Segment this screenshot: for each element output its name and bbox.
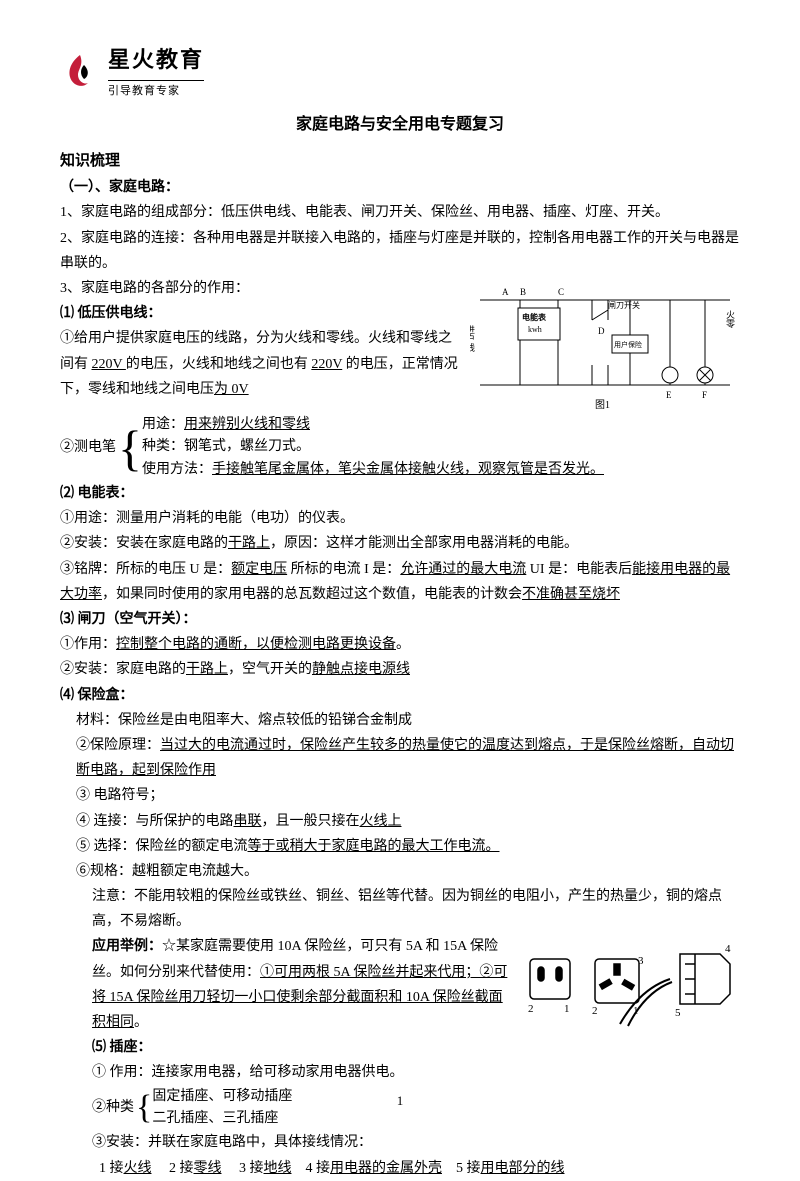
- e2: ②保险原理：当过大的电流通过时，保险丝产生较多的热量使它的温度达到熔点，于是保险…: [60, 733, 740, 783]
- brace-icon-2: {: [136, 1086, 152, 1131]
- f2-label: ②种类: [92, 1086, 136, 1131]
- b2-label: ②测电笔: [60, 414, 118, 481]
- lbl-B: B: [520, 287, 526, 297]
- flame-logo-icon: [60, 51, 100, 91]
- b1v3: 为 0V: [214, 382, 249, 397]
- svg-text:进户线: 进户线: [470, 325, 475, 352]
- d2: ②安装：家庭电路的干路上，空气开关的静触点接电源线: [60, 657, 740, 682]
- heading-section1: （一）、家庭电路：: [60, 175, 740, 200]
- f3: ③安装：并联在家庭电路中，具体接线情况：: [60, 1130, 740, 1155]
- b2l2: 种类：钢笔式，螺丝刀式。: [142, 436, 604, 458]
- e3: ③ 电路符号；: [60, 783, 740, 808]
- f1: ① 作用：连接家用电器，给可移动家用电器供电。: [60, 1060, 740, 1085]
- f2-lines: 固定插座、可移动插座 二孔插座、三孔插座: [152, 1086, 292, 1131]
- b1v2: 220V: [311, 357, 342, 372]
- circuit-diagram: A B C 电能表 kwh 闸刀开关 D 用户保险 E F 进户线 火零 图1: [470, 280, 740, 410]
- b2l1a: 用途：: [142, 417, 184, 432]
- svg-text:2: 2: [528, 1003, 534, 1015]
- svg-text:用户保险: 用户保险: [614, 340, 642, 349]
- f2l1: 固定插座、可移动插座: [152, 1086, 292, 1108]
- svg-text:kwh: kwh: [528, 325, 542, 334]
- svg-text:E: E: [666, 390, 672, 400]
- svg-text:火零: 火零: [725, 310, 735, 329]
- socket-diagram: 21 3 21 4 5: [520, 934, 740, 1029]
- e6: ⑥规格：越粗额定电流越大。: [60, 859, 740, 884]
- svg-text:1: 1: [564, 1003, 570, 1015]
- heading-b4: ⑷ 保险盒：: [60, 683, 740, 708]
- f4: 1 接火线 2 接零线 3 接地线 4 接用电器的金属外壳 5 接用电部分的线: [60, 1156, 740, 1181]
- e4: ④ 连接：与所保护的电路串联，且一般只接在火线上: [60, 809, 740, 834]
- para-1: 1、家庭电路的组成部分：低压供电线、电能表、闸刀开关、保险丝、用电器、插座、灯座…: [60, 200, 740, 225]
- svg-text:图1: 图1: [595, 399, 610, 410]
- c2: ②安装：安装在家庭电路的干路上，原因：这样才能测出全部家用电器消耗的电能。: [60, 531, 740, 556]
- heading-b2: ⑵ 电能表：: [60, 481, 740, 506]
- svg-text:闸刀开关: 闸刀开关: [608, 300, 640, 310]
- test-pen-group: ②测电笔 { 用途：用来辨别火线和零线 种类：钢笔式，螺丝刀式。 使用方法：手接…: [60, 414, 740, 481]
- b2l3a: 使用方法：: [142, 462, 212, 477]
- lbl-A: A: [502, 287, 509, 297]
- e1: 材料：保险丝是由电阻率大、熔点较低的铅锑合金制成: [60, 708, 740, 733]
- heading-knowledge: 知识梳理: [60, 148, 740, 175]
- b1v1: 220V: [92, 357, 126, 372]
- svg-text:电能表: 电能表: [522, 312, 547, 322]
- b2l1b: 用来辨别火线和零线: [184, 417, 310, 432]
- c1: ①用途：测量用户消耗的电能（电功）的仪表。: [60, 506, 740, 531]
- f2l2: 二孔插座、三孔插座: [152, 1108, 292, 1130]
- svg-text:4: 4: [725, 943, 731, 955]
- brace-icon: {: [118, 414, 142, 481]
- b1b: 的电压，火线和地线之间也有: [126, 357, 312, 372]
- d1: ①作用：控制整个电路的通断，以便检测电路更换设备。: [60, 632, 740, 657]
- lbl-C: C: [558, 287, 564, 297]
- page-number: 1: [397, 1089, 404, 1112]
- svg-text:F: F: [702, 390, 707, 400]
- logo-sub-text: 引导教育专家: [108, 80, 204, 102]
- heading-b5: ⑸ 插座：: [60, 1035, 740, 1060]
- b2l3b: 手接触笔尾金属体，笔尖金属体接触火线，观察氖管是否发光。: [212, 462, 604, 477]
- logo-main-text: 星火教育: [108, 40, 204, 80]
- svg-text:2: 2: [592, 1005, 598, 1017]
- e7: 注意：不能用较粗的保险丝或铁丝、铜丝、铝丝等代替。因为铜丝的电阻小，产生的热量少…: [60, 884, 740, 934]
- heading-b3: ⑶ 闸刀（空气开关）：: [60, 607, 740, 632]
- svg-text:D: D: [598, 326, 605, 336]
- c3: ③铭牌：所标的电压 U 是：额定电压 所标的电流 I 是：允许通过的最大电流 U…: [60, 557, 740, 607]
- svg-text:5: 5: [675, 1007, 681, 1019]
- b2-lines: 用途：用来辨别火线和零线 种类：钢笔式，螺丝刀式。 使用方法：手接触笔尾金属体，…: [142, 414, 604, 481]
- para-2: 2、家庭电路的连接：各种用电器是并联接入电路的，插座与灯座是并联的，控制各用电器…: [60, 226, 740, 276]
- logo-text-block: 星火教育 引导教育专家: [108, 40, 204, 101]
- e5: ⑤ 选择：保险丝的额定电流等于或稍大于家庭电路的最大工作电流。: [60, 834, 740, 859]
- page-title: 家庭电路与安全用电专题复习: [60, 111, 740, 140]
- svg-text:3: 3: [638, 955, 644, 967]
- logo-header: 星火教育 引导教育专家: [60, 40, 740, 101]
